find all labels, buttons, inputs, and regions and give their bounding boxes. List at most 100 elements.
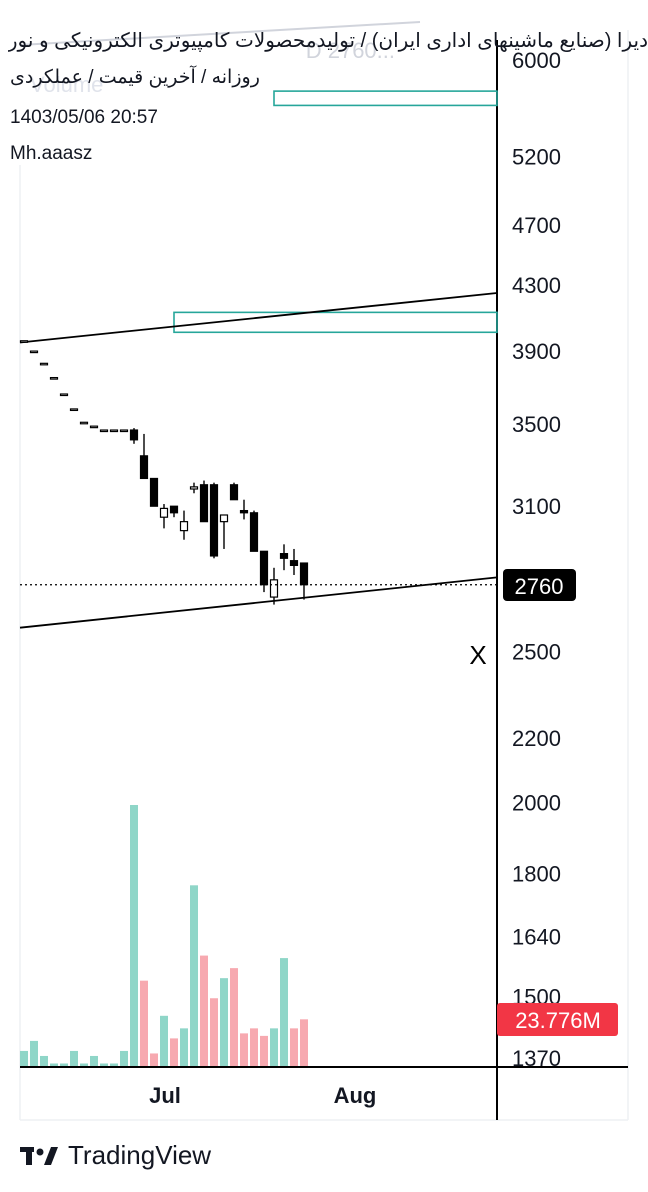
volume-bar — [120, 1050, 128, 1066]
volume-bar — [70, 1050, 78, 1066]
volume-bar — [20, 1050, 28, 1066]
y-tick-label: 4300 — [512, 273, 561, 298]
last-price-badge: 2760 — [503, 569, 576, 601]
candle-body — [169, 505, 179, 514]
candle-body — [139, 455, 149, 480]
candle-body — [69, 408, 79, 412]
candle-body — [269, 579, 279, 598]
y-tick-label: 3100 — [512, 494, 561, 519]
chart-title: دیرا (صنایع ماشینهای اداری ایران) / تولی… — [8, 30, 648, 52]
y-tick-label: 2000 — [512, 790, 561, 815]
trendline — [19, 576, 498, 629]
volume-badge: 23.776M — [497, 1003, 618, 1036]
tradingview-footer[interactable]: TradingView — [20, 1140, 211, 1171]
volume-bar — [100, 1063, 108, 1066]
candle-body — [259, 550, 269, 586]
volume-bar — [220, 978, 228, 1066]
candle-body — [89, 425, 99, 429]
symbol-watermark: D 2760... — [306, 38, 395, 63]
candle-body — [179, 521, 189, 532]
y-axis-ticks: 6000 5200 4700 4300 3900 3500 3100 2500 2200 2000… — [512, 48, 561, 1071]
y-tick-label: 4700 — [512, 213, 561, 238]
y-tick-label: 5200 — [512, 145, 561, 170]
watermark-stroke — [19, 21, 421, 46]
volume-bar — [80, 1063, 88, 1066]
candle-body — [199, 484, 209, 523]
volume-bars — [20, 805, 308, 1066]
author-name: Mh.aaasz — [10, 143, 93, 164]
volume-bar — [30, 1040, 38, 1066]
trendlines-layer — [19, 292, 498, 629]
candle-body — [129, 429, 139, 441]
volume-bar — [110, 1063, 118, 1066]
candle-body — [59, 393, 69, 397]
volume-bar — [260, 1035, 268, 1066]
candle-body — [239, 509, 249, 514]
tradingview-brand: TradingView — [68, 1140, 212, 1170]
y-tick-label: 1800 — [512, 862, 561, 887]
candle-body — [119, 429, 129, 433]
candle-body — [229, 484, 239, 501]
candle-body — [109, 429, 119, 433]
volume-bar — [200, 955, 208, 1066]
volume-bar — [160, 1015, 168, 1066]
y-tick-label: 2500 — [512, 640, 561, 665]
last-price-badge-bg — [503, 569, 576, 601]
volume-bar — [230, 968, 238, 1066]
y-tick-label: 2200 — [512, 726, 561, 751]
volume-bar — [40, 1055, 48, 1066]
x-tick-label: Jul — [149, 1083, 181, 1108]
trendline — [19, 292, 498, 344]
zone-box — [273, 90, 498, 107]
candle-body — [99, 429, 109, 433]
volume-bar — [50, 1063, 58, 1066]
volume-bar — [240, 1033, 248, 1066]
volume-bar — [190, 885, 198, 1066]
chart-subtitle: روزانه / آخرین قیمت / عملکردی — [10, 67, 260, 88]
volume-bar — [210, 998, 218, 1066]
candle-body — [19, 340, 29, 343]
candle-body — [79, 421, 89, 425]
candle-body — [219, 514, 229, 523]
candle-body — [39, 362, 49, 366]
candle-body — [49, 376, 59, 380]
volume-bar — [180, 1028, 188, 1066]
volume-badge-bg — [497, 1003, 618, 1036]
volume-bar — [270, 1028, 278, 1066]
candle-body — [159, 507, 169, 518]
zone-box — [173, 311, 498, 334]
volume-bar — [170, 1038, 178, 1066]
volume-watermark: Volume — [30, 72, 103, 97]
candles-layer — [19, 340, 309, 605]
volume-bar — [130, 805, 138, 1066]
volume-bar — [150, 1053, 158, 1066]
y-tick-label: 6000 — [512, 48, 561, 73]
candle-body — [289, 560, 299, 567]
tradingview-logo-icon — [20, 1146, 58, 1165]
y-tick-label: 1370 — [512, 1046, 561, 1071]
y-tick-label: 3500 — [512, 412, 561, 437]
volume-bar — [250, 1028, 258, 1066]
volume-bar — [140, 980, 148, 1066]
candle-body — [189, 486, 199, 490]
candle-body — [279, 553, 289, 559]
timestamp: 1403/05/06 20:57 — [10, 107, 158, 128]
volume-label: 23.776M — [515, 1008, 601, 1033]
candle-body — [29, 350, 39, 354]
candle-body — [299, 562, 309, 586]
candle-body — [149, 477, 159, 507]
volume-bar — [90, 1055, 98, 1066]
x-axis-ticks: Jul Aug — [149, 1083, 376, 1108]
volume-bar — [290, 1028, 298, 1066]
y-tick-label: 1640 — [512, 924, 561, 949]
volume-bar — [300, 1019, 308, 1066]
zones-layer — [173, 90, 498, 334]
volume-bar — [280, 958, 288, 1066]
candle-body — [209, 484, 219, 557]
y-tick-label: 3900 — [512, 339, 561, 364]
x-marker: X — [469, 640, 486, 670]
last-price-label: 2760 — [515, 574, 564, 599]
volume-bar — [60, 1063, 68, 1066]
candle-body — [249, 512, 259, 552]
